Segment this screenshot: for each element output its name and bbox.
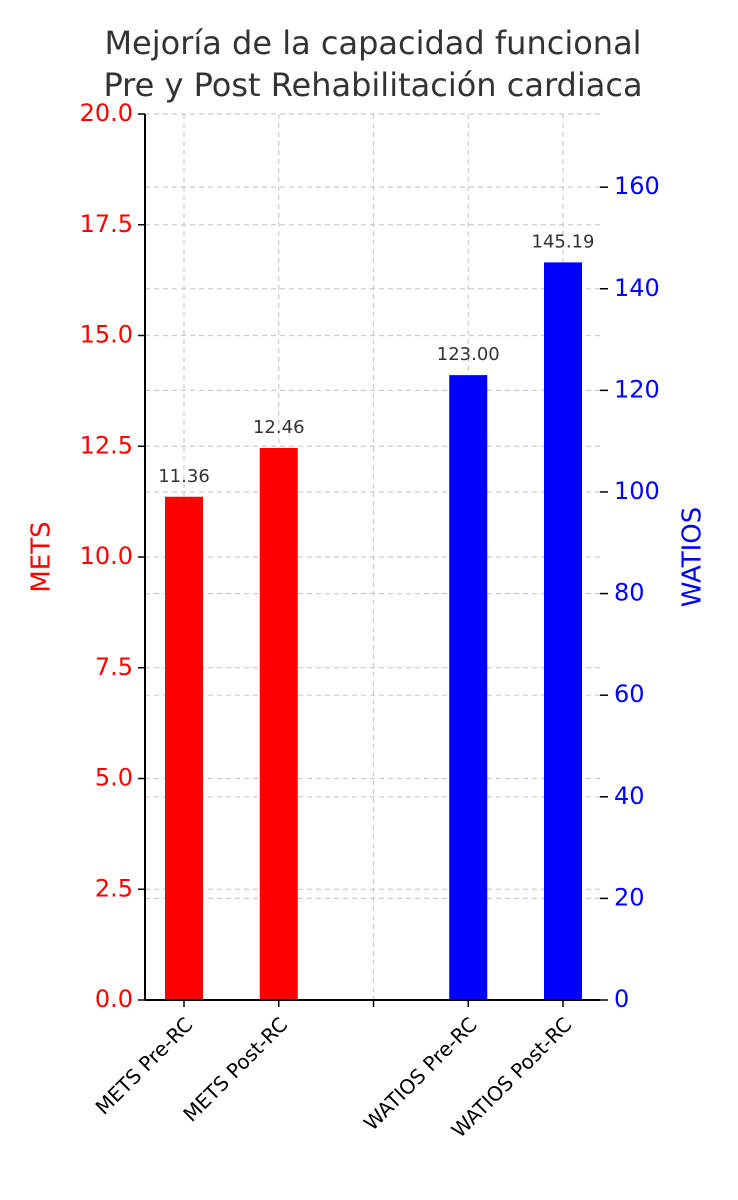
y-tick-label: 10.0	[80, 542, 133, 570]
bar	[165, 496, 203, 1000]
y2-tick-label: 120	[614, 375, 660, 403]
y2-tick-label: 20	[614, 883, 645, 911]
bar	[259, 448, 298, 1001]
value-label: 11.36	[158, 466, 210, 487]
y-axis-label: METS	[27, 521, 57, 592]
y2-tick-label: 80	[614, 579, 645, 607]
y2-tick-label: 0	[614, 985, 629, 1013]
y2-axis-label: WATIOS	[678, 507, 708, 608]
y2-tick-label: 160	[614, 172, 660, 200]
y-tick-label: 12.5	[80, 431, 133, 459]
bar	[544, 262, 582, 1000]
bar	[449, 375, 488, 1000]
chart-title: Mejoría de la capacidad funcional	[104, 24, 641, 62]
y2-tick-label: 100	[614, 477, 660, 505]
value-label: 12.46	[253, 417, 305, 438]
value-label: 145.19	[532, 231, 595, 252]
y-tick-label: 0.0	[95, 985, 133, 1013]
value-label: 123.00	[437, 344, 500, 365]
y-tick-label: 5.0	[95, 764, 133, 792]
y-tick-label: 20.0	[80, 99, 133, 127]
y-tick-label: 17.5	[80, 210, 133, 238]
y-tick-label: 7.5	[95, 653, 133, 681]
chart-subtitle: Pre y Post Rehabilitación cardiaca	[103, 66, 642, 104]
y-tick-label: 2.5	[95, 874, 133, 902]
x-tick-label: METS Pre-RC	[91, 1012, 198, 1119]
y2-tick-label: 40	[614, 782, 645, 810]
y2-tick-label: 140	[614, 274, 660, 302]
y-tick-label: 15.0	[80, 321, 133, 349]
y2-tick-label: 60	[614, 680, 645, 708]
